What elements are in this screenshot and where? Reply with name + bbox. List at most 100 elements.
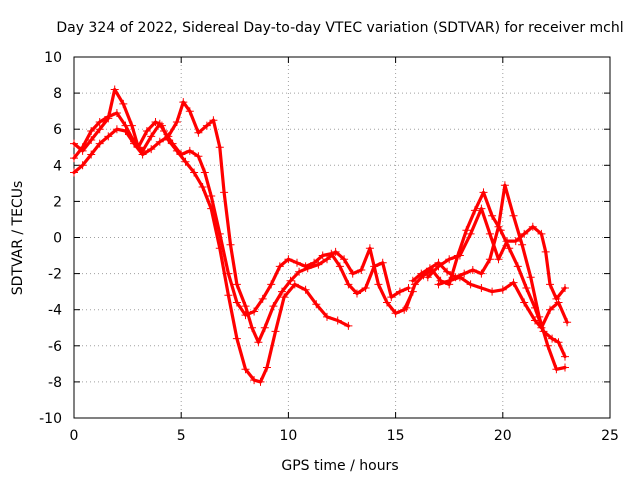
data-point bbox=[509, 211, 518, 220]
data-point bbox=[185, 107, 194, 116]
series-trace bbox=[72, 111, 411, 317]
data-point bbox=[179, 98, 188, 107]
data-point bbox=[95, 139, 104, 148]
x-tick-label: 0 bbox=[70, 428, 79, 444]
data-point bbox=[353, 289, 361, 298]
data-point bbox=[526, 273, 535, 282]
data-point bbox=[505, 244, 514, 253]
data-point bbox=[121, 127, 130, 135]
x-axis-title: GPS time / hours bbox=[281, 458, 398, 474]
data-point bbox=[520, 229, 529, 238]
data-point bbox=[224, 269, 233, 278]
data-point bbox=[147, 145, 156, 154]
data-point bbox=[323, 255, 331, 264]
grid-layer bbox=[74, 57, 610, 418]
data-point bbox=[445, 276, 454, 285]
y-tick-label: -10 bbox=[39, 411, 62, 427]
data-point bbox=[172, 118, 181, 126]
data-point bbox=[147, 132, 156, 141]
data-point bbox=[155, 119, 164, 128]
data-point bbox=[509, 278, 518, 287]
data-point bbox=[408, 276, 417, 285]
data-point bbox=[513, 262, 522, 271]
data-point bbox=[503, 237, 512, 246]
data-point bbox=[207, 192, 216, 200]
data-point bbox=[563, 318, 572, 327]
data-point bbox=[537, 323, 546, 332]
data-point bbox=[548, 334, 557, 343]
data-point bbox=[248, 323, 256, 332]
data-point bbox=[552, 365, 561, 374]
data-point bbox=[87, 150, 96, 159]
data-point bbox=[333, 316, 342, 325]
data-point bbox=[200, 168, 209, 177]
data-point bbox=[267, 280, 276, 289]
data-point bbox=[323, 312, 331, 321]
data-point bbox=[303, 264, 312, 273]
data-point bbox=[541, 247, 550, 256]
data-point bbox=[518, 240, 527, 249]
x-tick-label: 20 bbox=[494, 428, 512, 444]
data-point bbox=[202, 121, 211, 130]
data-point bbox=[531, 316, 539, 325]
data-point bbox=[110, 85, 119, 94]
data-point bbox=[168, 139, 177, 148]
data-point bbox=[477, 284, 486, 292]
y-tick-label: -8 bbox=[48, 375, 62, 391]
data-point bbox=[318, 251, 327, 260]
tick-layer: 0 5 10 15 20 25 -10 -8 -6 -4 -2 0 2 4 6 8 10 bbox=[39, 50, 619, 444]
data-point bbox=[138, 150, 147, 159]
data-point bbox=[190, 168, 199, 177]
data-point bbox=[537, 229, 546, 238]
y-tick-label: 8 bbox=[53, 86, 62, 102]
series-trace bbox=[436, 275, 569, 330]
data-point bbox=[155, 137, 164, 146]
data-point bbox=[434, 262, 443, 271]
data-point bbox=[112, 109, 121, 117]
data-point bbox=[269, 302, 278, 311]
data-point bbox=[290, 280, 299, 289]
series-7 bbox=[434, 273, 572, 332]
data-point bbox=[470, 206, 479, 215]
y-tick-label: -6 bbox=[48, 339, 62, 355]
data-point bbox=[198, 183, 207, 191]
data-point bbox=[460, 269, 469, 278]
y-tick-label: 10 bbox=[44, 50, 62, 66]
data-point bbox=[260, 323, 269, 332]
data-point bbox=[331, 247, 340, 256]
data-point bbox=[177, 150, 186, 159]
data-point bbox=[256, 377, 265, 386]
data-point bbox=[488, 287, 497, 296]
data-point bbox=[160, 127, 168, 135]
data-point bbox=[181, 157, 190, 166]
data-point bbox=[546, 305, 554, 314]
data-point bbox=[455, 251, 464, 260]
data-point bbox=[554, 338, 563, 347]
data-point bbox=[466, 229, 475, 238]
data-point bbox=[250, 376, 259, 385]
data-point bbox=[488, 211, 497, 220]
y-axis-title: SDTVAR / TECUs bbox=[10, 181, 26, 296]
data-point bbox=[220, 188, 229, 197]
data-point bbox=[500, 181, 509, 190]
series-1 bbox=[70, 85, 353, 386]
data-point bbox=[554, 298, 563, 307]
data-point bbox=[378, 258, 387, 267]
data-point bbox=[280, 293, 289, 302]
data-point bbox=[477, 204, 486, 213]
data-point bbox=[445, 255, 454, 264]
data-point bbox=[142, 127, 151, 135]
data-point bbox=[468, 266, 477, 274]
data-point bbox=[395, 287, 404, 296]
y-tick-label: 0 bbox=[53, 231, 62, 247]
data-point bbox=[119, 99, 128, 108]
data-point bbox=[561, 284, 569, 292]
data-point bbox=[423, 273, 432, 282]
data-point bbox=[293, 258, 301, 267]
data-point bbox=[95, 118, 104, 126]
data-point bbox=[215, 143, 224, 152]
data-point bbox=[78, 161, 87, 170]
data-point bbox=[552, 294, 561, 303]
data-point bbox=[400, 305, 409, 314]
